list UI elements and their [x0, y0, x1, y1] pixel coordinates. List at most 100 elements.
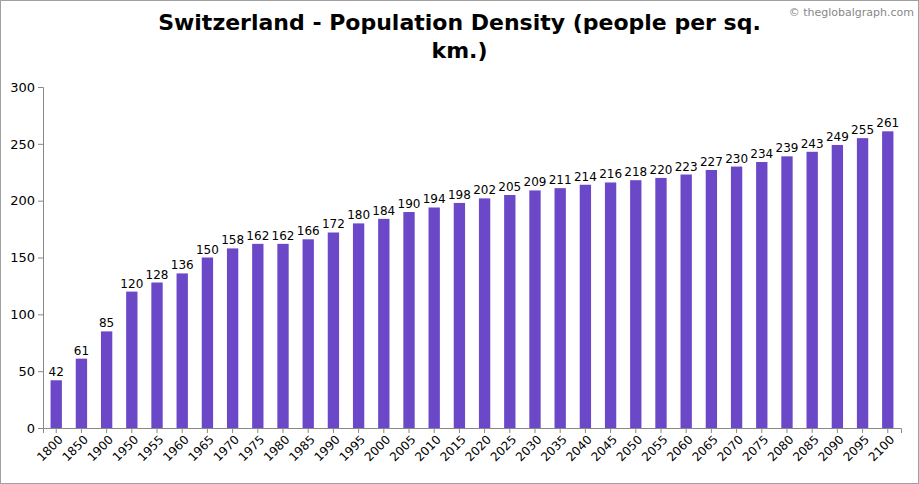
data-label: 136 [171, 258, 194, 272]
tick-label: 100 [10, 307, 35, 322]
tick-label: 1985 [286, 433, 317, 464]
tick: 1965 [185, 428, 216, 464]
x-axis: 1800185019001950195519601965197019751980… [34, 428, 901, 464]
tick: 0 [27, 421, 43, 436]
bar [882, 131, 893, 428]
tick: 2020 [463, 428, 494, 464]
tick-mark [534, 428, 535, 433]
background [1, 1, 919, 484]
tick-mark [736, 428, 737, 433]
tick: 1995 [337, 428, 368, 464]
data-label: 227 [700, 155, 723, 169]
tick-label: 2065 [689, 433, 720, 464]
tick-mark [862, 428, 863, 433]
data-label: 211 [549, 173, 572, 187]
tick-mark [38, 144, 43, 145]
bar [328, 232, 339, 428]
tick-label: 1990 [311, 433, 342, 464]
bar [857, 138, 868, 428]
tick-label: 2045 [589, 433, 620, 464]
bar [655, 178, 666, 428]
bar [101, 331, 112, 428]
tick-mark [560, 428, 561, 433]
tick-label: 2100 [866, 433, 897, 464]
data-label: 42 [49, 365, 64, 379]
tick-label: 1955 [135, 433, 166, 464]
tick-label: 2020 [463, 433, 494, 464]
bar [807, 152, 818, 428]
bar [429, 207, 440, 428]
bar [177, 273, 188, 428]
tick-label: 2005 [387, 433, 418, 464]
tick-label: 0 [27, 421, 35, 436]
tick-label: 1900 [85, 433, 116, 464]
data-label: 194 [423, 192, 446, 206]
tick-mark [711, 428, 712, 433]
tick-mark [812, 428, 813, 433]
bar [51, 380, 62, 428]
tick-mark [38, 371, 43, 372]
title: Switzerland - Population Density (people… [158, 10, 761, 63]
tick-label: 200 [10, 193, 35, 208]
bar [76, 359, 87, 428]
bar [277, 244, 288, 428]
bar [529, 190, 540, 428]
tick: 1950 [110, 428, 141, 464]
tick-mark [434, 428, 435, 433]
data-label: 184 [372, 204, 395, 218]
bar [126, 292, 137, 428]
tick: 300 [10, 80, 43, 95]
tick-label: 2095 [841, 433, 872, 464]
tick-label: 2070 [715, 433, 746, 464]
bar [303, 239, 314, 428]
tick-label: 1965 [185, 433, 216, 464]
tick-mark [38, 201, 43, 202]
tick: 2070 [715, 428, 746, 464]
tick-label: 2055 [639, 433, 670, 464]
tick-mark [358, 428, 359, 433]
tick: 2060 [664, 428, 695, 464]
bar [454, 203, 465, 428]
tick: 2030 [513, 428, 544, 464]
tick: 2085 [790, 428, 821, 464]
data-label: 202 [473, 183, 496, 197]
tick-mark [409, 428, 410, 433]
tick-mark [610, 428, 611, 433]
tick-mark [484, 428, 485, 433]
tick-mark [509, 428, 510, 433]
bar [781, 156, 792, 428]
tick-mark [56, 428, 57, 433]
data-label: 150 [196, 243, 219, 257]
tick-label: 250 [10, 136, 35, 151]
tick: 2065 [689, 428, 720, 464]
tick: 2000 [362, 428, 393, 464]
bar [504, 195, 515, 428]
tick-mark [585, 428, 586, 433]
tick: 2010 [412, 428, 443, 464]
tick-mark [106, 428, 107, 433]
tick-label: 2085 [790, 433, 821, 464]
tick-label: 50 [18, 364, 35, 379]
bar [227, 248, 238, 428]
tick-mark [38, 428, 43, 429]
bar [353, 223, 364, 428]
tick-label: 2050 [614, 433, 645, 464]
tick-label: 1975 [236, 433, 267, 464]
axis-line [44, 429, 902, 434]
tick: 1980 [261, 428, 292, 464]
tick-label: 1980 [261, 433, 292, 464]
tick: 2045 [589, 428, 620, 464]
data-label: 180 [347, 208, 370, 222]
data-label: 190 [398, 197, 421, 211]
data-label: 234 [750, 147, 773, 161]
axis-line [38, 88, 44, 429]
bar [403, 212, 414, 428]
tick-mark [761, 428, 762, 433]
tick-label: 2010 [412, 433, 443, 464]
tick: 1975 [236, 428, 267, 464]
tick: 2055 [639, 428, 670, 464]
tick-mark [686, 428, 687, 433]
tick-label: 1850 [59, 433, 90, 464]
y-axis: 050100150200250300 [10, 80, 43, 436]
tick-mark [383, 428, 384, 433]
